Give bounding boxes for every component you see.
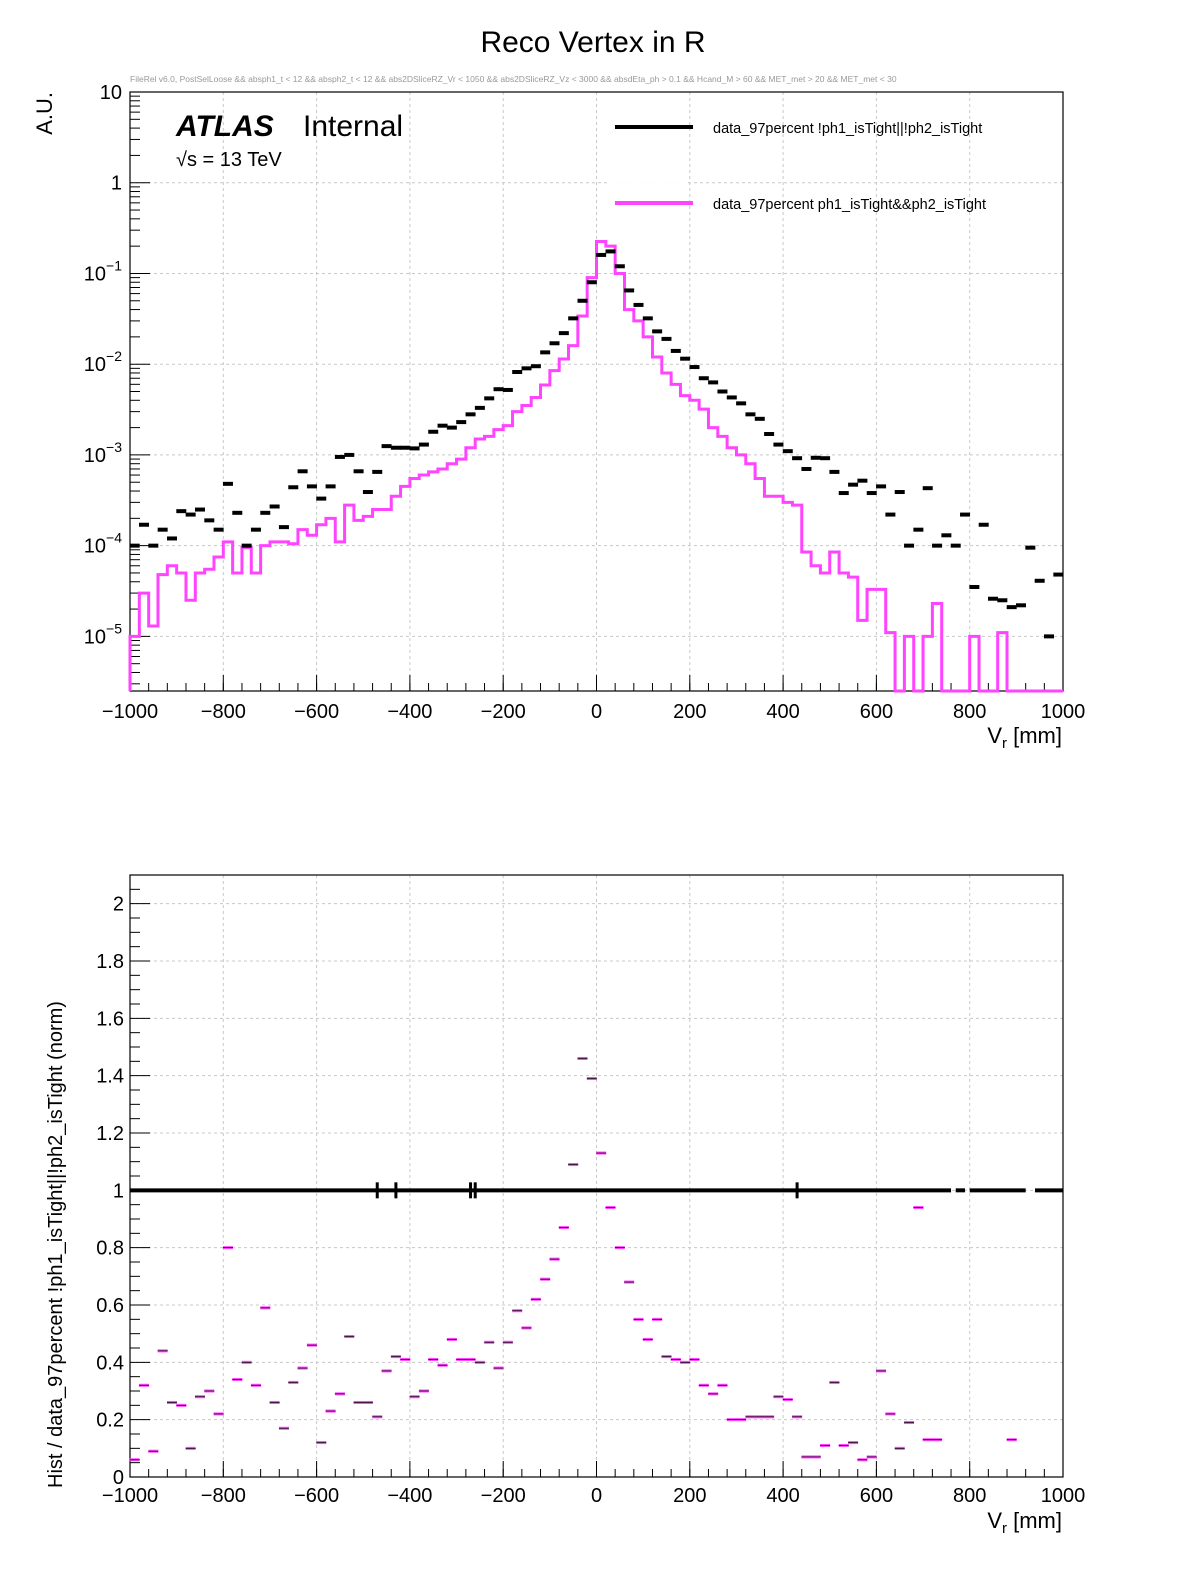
bottom-y-tick-label: 2 — [113, 894, 124, 916]
top-panel-grid — [130, 92, 1063, 691]
bottom-x-tick-label: −400 — [387, 1485, 432, 1507]
top-y-tick-label: 10−2 — [84, 348, 122, 376]
bottom-y-tick-label: 1.6 — [96, 1008, 124, 1030]
bottom-x-tick-label: −200 — [481, 1485, 526, 1507]
bottom-y-tick-label: 1.4 — [96, 1066, 124, 1088]
bottom-x-tick-label: 800 — [953, 1485, 986, 1507]
bottom-y-axis-title: Hist / data_97percent !ph1_isTight||!ph2… — [45, 1001, 67, 1488]
top-y-tick-label: 10 — [100, 82, 122, 104]
bottom-x-axis-title: Vr [mm] — [987, 1508, 1062, 1537]
top-x-tick-label: 600 — [860, 701, 893, 723]
top-x-axis-title-sub: r — [1002, 735, 1007, 752]
top-y-tick-label: 10−3 — [84, 439, 122, 467]
top-x-tick-label: −400 — [387, 701, 432, 723]
top-panel-frame — [129, 91, 1064, 692]
chart-title: Reco Vertex in R — [480, 26, 705, 59]
energy-label: √s = 13 TeV — [176, 149, 282, 171]
bottom-y-tick-label: 1.2 — [96, 1123, 124, 1145]
bottom-y-tick-label: 0.4 — [96, 1352, 124, 1374]
bottom-x-axis-title-unit: [mm] — [1007, 1508, 1062, 1533]
bottom-x-tick-label: 600 — [860, 1485, 893, 1507]
top-x-tick-label: 400 — [766, 701, 799, 723]
top-panel-ticks — [129, 91, 1064, 691]
top-y-tick-label: 1 — [111, 173, 122, 195]
bottom-panel-ticks — [129, 888, 1064, 1478]
top-y-tick-label: 10−4 — [84, 530, 122, 558]
bottom-x-tick-label: 200 — [673, 1485, 706, 1507]
legend-box — [610, 98, 688, 228]
top-x-tick-label: −200 — [481, 701, 526, 723]
bottom-y-tick-label: 0.2 — [96, 1410, 124, 1432]
top-x-tick-label: −600 — [294, 701, 339, 723]
bottom-x-tick-label: −800 — [201, 1485, 246, 1507]
legend-label-black: data_97percent !ph1_isTight||!ph2_isTigh… — [713, 121, 982, 137]
legend-label-magenta: data_97percent ph1_isTight&&ph2_isTight — [713, 197, 986, 213]
top-x-tick-label: 800 — [953, 701, 986, 723]
bottom-x-tick-labels: −1000 −800 −600 −400 −200 0 200 400 600 800 1000 — [102, 1485, 1085, 1507]
bottom-y-tick-labels: 0 0.2 0.4 0.6 0.8 1 1.2 1.4 1.6 1.8 2 — [96, 894, 124, 1489]
top-y-tick-label: 10−1 — [84, 257, 122, 285]
top-x-tick-label: −800 — [201, 701, 246, 723]
top-y-tick-label: 10−5 — [84, 620, 122, 648]
top-x-tick-label: 0 — [591, 701, 602, 723]
top-y-tick-labels: 10 1 10−1 10−2 10−3 10−4 10−5 — [84, 82, 122, 648]
bottom-y-tick-label: 0.8 — [96, 1238, 124, 1260]
bottom-panel-grid — [130, 875, 1063, 1477]
top-x-axis-title-main: V — [987, 723, 1002, 748]
bottom-x-axis-title-main: V — [987, 1508, 1002, 1533]
series-tight-step-line — [128, 240, 1063, 693]
atlas-label: ATLAS — [175, 110, 274, 143]
bottom-x-tick-label: 0 — [591, 1485, 602, 1507]
internal-label: Internal — [303, 110, 403, 143]
top-x-tick-label: 1000 — [1041, 701, 1086, 723]
top-x-tick-labels: −1000 −800 −600 −400 −200 0 200 400 600 800 1000 — [102, 701, 1085, 723]
bottom-y-tick-label: 0.6 — [96, 1295, 124, 1317]
bottom-x-axis-title-sub: r — [1002, 1520, 1007, 1537]
bottom-y-tick-label: 0 — [113, 1467, 124, 1489]
top-y-axis-title: A.U. — [32, 92, 57, 135]
top-x-tick-label: 200 — [673, 701, 706, 723]
bottom-x-tick-label: −600 — [294, 1485, 339, 1507]
bottom-series-layer — [129, 1056, 1063, 1462]
cut-string: FileRel v6.0, PostSelLoose && absph1_t <… — [130, 74, 897, 84]
bottom-y-tick-label: 1.8 — [96, 951, 124, 973]
top-x-tick-label: −1000 — [102, 701, 158, 723]
bottom-y-tick-label: 1 — [113, 1180, 124, 1202]
top-series-layer — [128, 240, 1064, 693]
bottom-x-tick-label: 1000 — [1041, 1485, 1086, 1507]
top-x-axis-title: Vr [mm] — [987, 723, 1062, 752]
bottom-x-tick-label: −1000 — [102, 1485, 158, 1507]
top-x-axis-title-unit: [mm] — [1007, 723, 1062, 748]
bottom-x-tick-label: 400 — [766, 1485, 799, 1507]
